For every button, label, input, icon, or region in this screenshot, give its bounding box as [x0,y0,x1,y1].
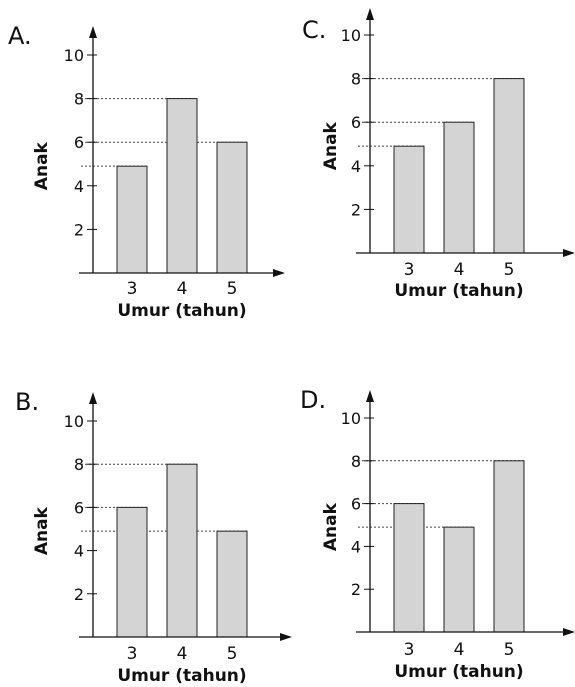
y-tick-label: 2 [351,580,361,599]
y-tick-label: 10 [341,409,361,428]
x-tick-label: 5 [504,260,515,280]
x-axis-arrow-icon [273,269,285,277]
option-label: C. [302,16,326,44]
x-axis-arrow-icon [563,628,575,636]
y-tick-label: 6 [74,498,84,517]
y-axis-title: Anak [32,506,52,555]
y-tick-label: 8 [351,70,361,89]
x-tick-label: 4 [454,640,465,660]
y-axis-arrow-icon [89,26,97,38]
x-tick-label: 4 [454,260,465,280]
x-tick-label: 3 [404,260,415,280]
x-tick-label: 5 [504,640,515,660]
x-axis-arrow-icon [563,249,575,257]
x-tick-label: 3 [127,279,138,299]
y-tick-label: 8 [351,452,361,471]
x-axis-title: Umur (tahun) [394,281,523,301]
y-tick-label: 10 [64,412,84,431]
x-tick-label: 5 [227,644,238,664]
y-axis-title: Anak [32,141,52,190]
y-tick-label: 6 [351,495,361,514]
bar-age-4 [166,98,198,274]
y-tick-label: 10 [64,46,84,65]
bar-age-5 [216,530,248,638]
y-tick-label: 4 [74,177,84,196]
option-label: A. [8,22,32,50]
bar-age-4 [443,121,475,254]
y-tick-label: 4 [351,157,361,176]
y-axis-title: Anak [321,121,341,170]
bar-age-3 [116,165,148,274]
y-tick-label: 2 [74,220,84,239]
bar-age-3 [393,145,425,254]
x-tick-label: 3 [404,640,415,660]
y-tick-label: 6 [351,113,361,132]
y-axis-title: Anak [321,502,341,551]
y-axis-arrow-icon [366,390,374,402]
bar-age-4 [166,463,198,638]
option-label: B. [15,388,39,416]
x-tick-label: 4 [177,644,188,664]
y-tick-label: 8 [74,90,84,109]
y-tick-label: 10 [341,26,361,45]
y-tick-label: 2 [74,585,84,604]
y-axis-arrow-icon [89,392,97,404]
bar-age-3 [393,503,425,633]
bar-age-5 [493,78,525,254]
y-tick-label: 4 [351,537,361,556]
y-tick-label: 2 [351,200,361,219]
y-tick-label: 6 [74,133,84,152]
x-tick-label: 5 [227,279,238,299]
y-axis-arrow-icon [366,8,374,20]
option-label: D. [300,386,326,414]
x-axis-title: Umur (tahun) [117,301,246,321]
bar-age-4 [443,526,475,633]
x-axis-title: Umur (tahun) [394,662,523,682]
x-tick-label: 4 [177,279,188,299]
x-axis-title: Umur (tahun) [117,666,246,686]
bar-age-5 [216,141,248,274]
y-tick-label: 8 [74,455,84,474]
x-tick-label: 3 [127,644,138,664]
y-tick-label: 4 [74,542,84,561]
x-axis-arrow-icon [280,633,292,641]
bar-age-3 [116,506,148,638]
bar-age-5 [493,460,525,633]
